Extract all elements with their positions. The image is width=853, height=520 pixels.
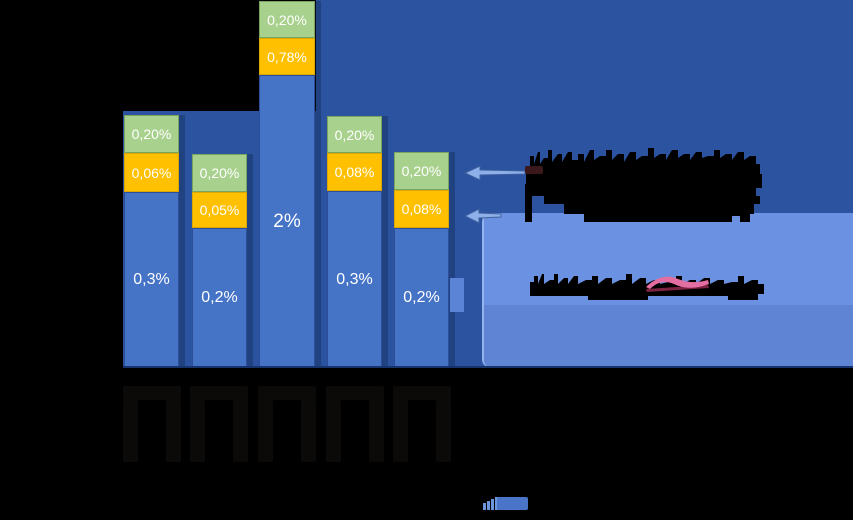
bar-5-orange-segment: 0,08% [394, 190, 449, 228]
bar-1-green-segment: 0,20% [124, 115, 179, 153]
bar-5-blue-segment: 0,2% [394, 228, 449, 368]
bar-4-orange-label: 0,08% [334, 164, 375, 180]
bar-2-orange-segment: 0,05% [192, 192, 247, 228]
bar-1-orange-label: 0,06% [131, 164, 172, 181]
bar-1-blue-label: 0,3% [133, 271, 170, 288]
bar-5: 0,20% 0,08% 0,2% [394, 152, 449, 368]
bar-1: 0,20% 0,06% 0,3% [124, 115, 179, 368]
bar-3: 0,20% 0,78% 2% [259, 1, 315, 368]
callout-arrow-bottom-icon [463, 208, 502, 224]
category-label-4-redacted [326, 386, 384, 462]
bar-2-blue-label: 0,2% [201, 289, 238, 306]
logo-wordmark [497, 497, 528, 510]
bar-4-blue-segment: 0,3% [327, 191, 382, 368]
redacted-annotation-top [525, 148, 762, 222]
bar-3-orange-label: 0,78% [267, 48, 307, 65]
bar-1-green-label: 0,20% [131, 126, 172, 142]
side-panel [482, 213, 853, 368]
pink-swoosh [646, 276, 709, 289]
bar-3-green-label: 0,20% [267, 11, 307, 28]
category-label-5-redacted [393, 386, 451, 462]
maroon-fleck [525, 166, 543, 174]
bar-2-green-segment: 0,20% [192, 154, 247, 192]
bar-4-orange-segment: 0,08% [327, 153, 382, 191]
bar-3-blue-segment: 2% [259, 75, 315, 368]
category-label-2-redacted [190, 386, 248, 462]
chart-baseline [123, 366, 853, 368]
bar-2-orange-label: 0,05% [199, 202, 240, 218]
logo-bars-icon [483, 497, 498, 510]
bar-5-green-label: 0,20% [401, 163, 442, 179]
brand-logo [483, 495, 529, 511]
bar-2: 0,20% 0,05% 0,2% [192, 154, 247, 368]
bar-2-blue-segment: 0,2% [192, 228, 247, 368]
category-label-1-redacted [123, 386, 181, 462]
bar-5-blue-label: 0,2% [403, 289, 440, 306]
bar-4-green-label: 0,20% [334, 126, 375, 143]
bar-5-orange-label: 0,08% [401, 201, 442, 217]
bar-1-orange-segment: 0,06% [124, 153, 179, 192]
bar-1-blue-segment: 0,3% [124, 192, 179, 368]
bar-3-green-segment: 0,20% [259, 1, 315, 38]
bar-3-orange-segment: 0,78% [259, 38, 315, 75]
bar-4-blue-label: 0,3% [336, 270, 373, 288]
redacted-annotation-panel [530, 274, 764, 300]
bar-4-green-segment: 0,20% [327, 116, 382, 153]
bar-2-green-label: 0,20% [199, 165, 240, 181]
bar-5-green-segment: 0,20% [394, 152, 449, 190]
bar-4: 0,20% 0,08% 0,3% [327, 116, 382, 368]
category-label-3-redacted [258, 386, 316, 462]
bar-3-blue-label: 2% [273, 210, 301, 232]
side-panel-bottom-band [484, 305, 853, 368]
small-blue-rect [450, 278, 464, 312]
callout-arrow-top-icon [463, 165, 526, 181]
